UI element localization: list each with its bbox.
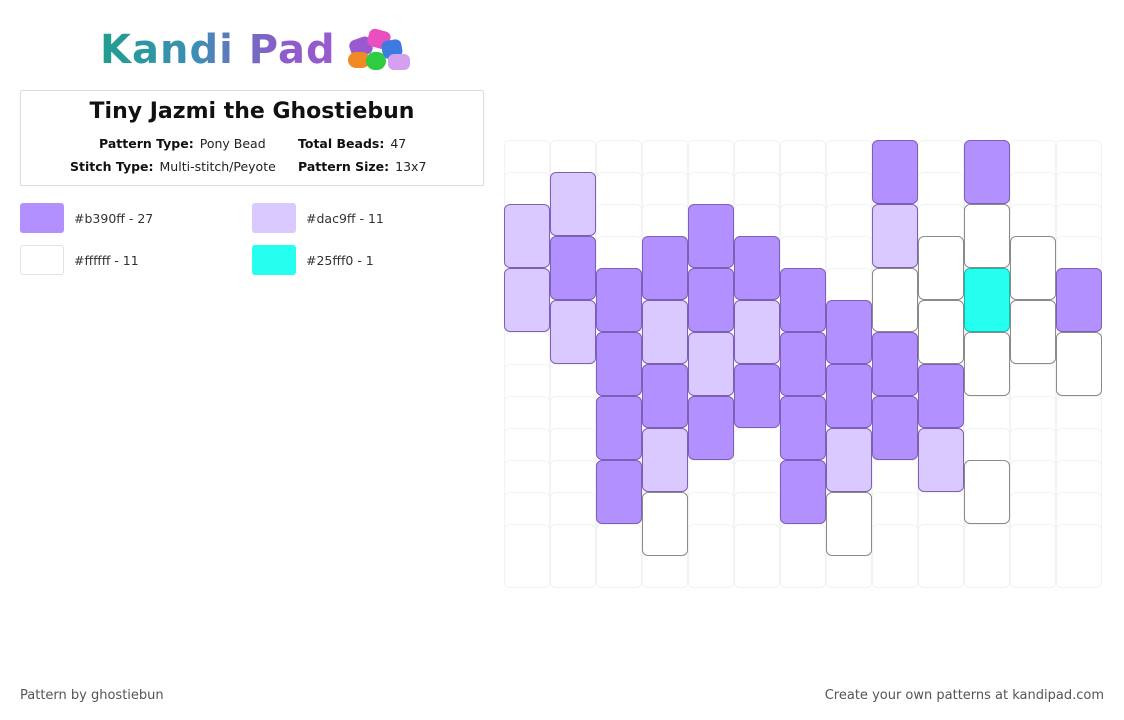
- bead-pattern-grid: [504, 140, 1104, 588]
- bead: [550, 300, 596, 364]
- empty-bead-slot: [872, 524, 918, 588]
- bead: [550, 172, 596, 236]
- bead: [826, 428, 872, 492]
- pattern-size-label: Pattern Size:: [298, 159, 390, 174]
- bead: [642, 236, 688, 300]
- bead: [688, 332, 734, 396]
- color-swatch: [20, 245, 64, 275]
- bead: [1056, 268, 1102, 332]
- bead: [504, 268, 550, 332]
- bead: [964, 268, 1010, 332]
- empty-bead-slot: [918, 524, 964, 588]
- bead: [596, 268, 642, 332]
- legend-item: #b390ff - 27: [20, 202, 153, 234]
- bead: [964, 332, 1010, 396]
- total-beads-label: Total Beads:: [298, 136, 385, 151]
- logo-wordmark: Kandi Pad: [100, 27, 336, 73]
- bead: [642, 492, 688, 556]
- bead: [734, 236, 780, 300]
- bead: [642, 428, 688, 492]
- bead: [1010, 236, 1056, 300]
- pattern-credit: Pattern by ghostiebun: [20, 688, 164, 703]
- empty-bead-slot: [504, 524, 550, 588]
- legend-label: #dac9ff - 11: [306, 210, 384, 226]
- bead: [596, 460, 642, 524]
- pattern-size-value: 13x7: [395, 159, 427, 174]
- bead: [642, 300, 688, 364]
- pattern-title: Tiny Jazmi the Ghostiebun: [89, 99, 415, 124]
- bead: [734, 364, 780, 428]
- bead: [688, 268, 734, 332]
- bead: [550, 236, 596, 300]
- legend-label: #25fff0 - 1: [306, 252, 374, 268]
- bead: [872, 396, 918, 460]
- total-beads-row: Total Beads: 47: [298, 136, 406, 151]
- bead: [596, 332, 642, 396]
- bead: [780, 460, 826, 524]
- bead: [642, 364, 688, 428]
- bead: [918, 428, 964, 492]
- bead: [504, 204, 550, 268]
- pattern-info-card: Tiny Jazmi the Ghostiebun Pattern Type: P…: [20, 90, 484, 186]
- color-swatch: [20, 203, 64, 233]
- pattern-type-row: Pattern Type: Pony Bead: [99, 136, 266, 151]
- pattern-size-row: Pattern Size: 13x7: [298, 159, 426, 174]
- empty-bead-slot: [734, 524, 780, 588]
- legend-item: #25fff0 - 1: [252, 244, 374, 276]
- bead: [596, 396, 642, 460]
- color-swatch: [252, 245, 296, 275]
- empty-bead-slot: [964, 524, 1010, 588]
- bead: [964, 204, 1010, 268]
- bead: [918, 364, 964, 428]
- bead: [918, 236, 964, 300]
- bead: [780, 268, 826, 332]
- empty-bead-slot: [1010, 524, 1056, 588]
- bead: [872, 268, 918, 332]
- bead: [780, 332, 826, 396]
- bead: [826, 364, 872, 428]
- color-swatch: [252, 203, 296, 233]
- bead: [826, 300, 872, 364]
- bead: [918, 300, 964, 364]
- empty-bead-slot: [780, 524, 826, 588]
- bead: [734, 300, 780, 364]
- bead: [872, 140, 918, 204]
- bead: [826, 492, 872, 556]
- legend-label: #ffffff - 11: [74, 252, 139, 268]
- empty-bead-slot: [550, 524, 596, 588]
- bead: [1056, 332, 1102, 396]
- logo-bead: [387, 54, 410, 70]
- stitch-type-label: Stitch Type:: [70, 159, 154, 174]
- legend-label: #b390ff - 27: [74, 210, 154, 226]
- logo-bead: [365, 52, 386, 70]
- empty-bead-slot: [688, 524, 734, 588]
- bead: [688, 204, 734, 268]
- logo-bead: [347, 52, 370, 68]
- legend-item: #ffffff - 11: [20, 244, 139, 276]
- pattern-type-label: Pattern Type:: [99, 136, 194, 151]
- bead: [964, 140, 1010, 204]
- bead: [964, 460, 1010, 524]
- empty-bead-slot: [1056, 524, 1102, 588]
- total-beads-value: 47: [390, 136, 407, 151]
- bead: [1010, 300, 1056, 364]
- beads-logo-icon: [342, 24, 422, 76]
- pattern-type-value: Pony Bead: [199, 136, 266, 151]
- kandipad-link[interactable]: Create your own patterns at kandipad.com: [824, 688, 1104, 703]
- bead: [872, 204, 918, 268]
- stitch-type-value: Multi-stitch/Peyote: [159, 159, 276, 174]
- bead: [780, 396, 826, 460]
- empty-bead-slot: [596, 524, 642, 588]
- bead: [872, 332, 918, 396]
- stitch-type-row: Stitch Type: Multi-stitch/Peyote: [70, 159, 276, 174]
- bead: [688, 396, 734, 460]
- kandi-pad-logo[interactable]: Kandi Pad: [100, 24, 422, 76]
- legend-item: #dac9ff - 11: [252, 202, 384, 234]
